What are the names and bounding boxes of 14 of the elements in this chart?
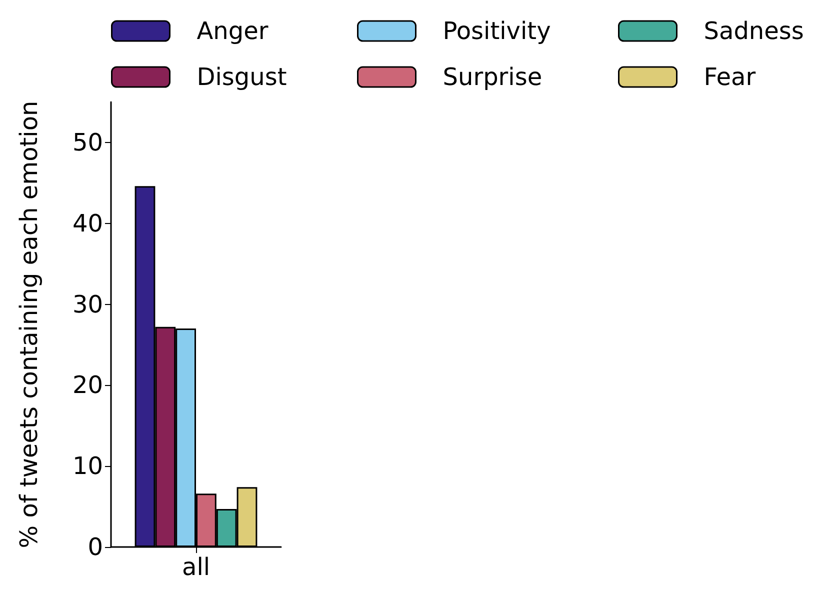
y-tick-label: 40: [72, 209, 103, 238]
y-tick-label: 20: [72, 371, 103, 400]
x-tick-label: all: [182, 553, 210, 581]
legend-label: Anger: [196, 17, 268, 45]
legend-label: Fear: [704, 63, 756, 91]
legend-label: Sadness: [704, 17, 804, 45]
legend-label: Surprise: [442, 63, 542, 91]
legend-label: Disgust: [196, 63, 287, 91]
y-tick-label: 10: [72, 452, 103, 480]
y-axis-title: % of tweets containing each emotion: [15, 100, 43, 548]
y-tick-label: 30: [72, 290, 103, 318]
legend-label: Positivity: [442, 17, 551, 45]
y-tick-label: 50: [72, 128, 103, 156]
y-tick-label: 0: [88, 533, 103, 561]
